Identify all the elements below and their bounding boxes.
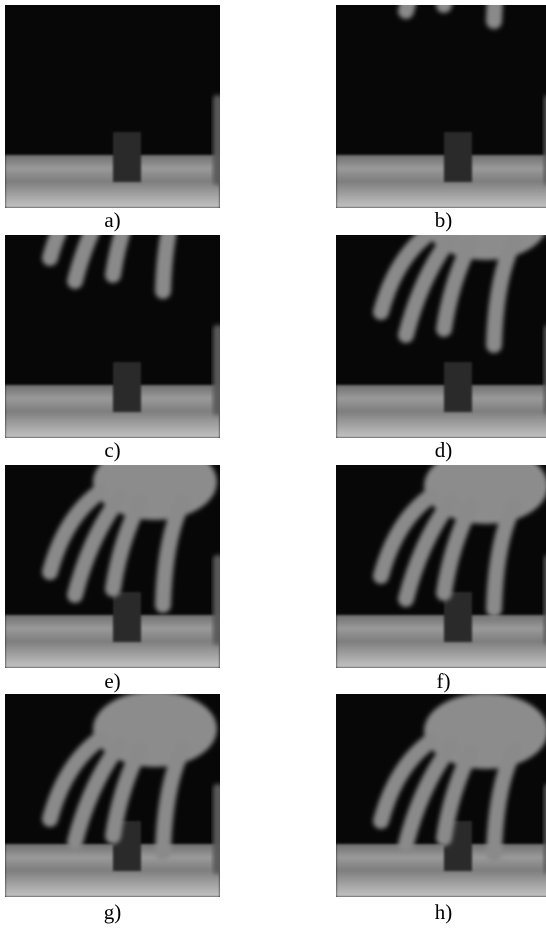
table-surface (336, 615, 546, 668)
photo-panel (5, 5, 220, 208)
finger (42, 484, 108, 580)
finger (398, 235, 459, 343)
block (113, 362, 141, 412)
hand (42, 465, 217, 613)
hand (373, 235, 545, 353)
finger (42, 731, 108, 827)
finger (105, 494, 148, 597)
finger (373, 235, 439, 320)
finger (67, 489, 128, 603)
side-post (213, 555, 220, 645)
photo-panel (336, 235, 546, 438)
finger (155, 235, 177, 299)
panel-label: g) (104, 900, 122, 924)
finger (486, 235, 522, 353)
finger (67, 736, 128, 850)
side-post (213, 95, 220, 185)
finger (436, 743, 479, 846)
table-surface (5, 615, 220, 668)
hand (373, 694, 546, 862)
finger (67, 235, 100, 289)
finger (486, 743, 522, 862)
table-surface (336, 844, 546, 897)
table-surface (336, 385, 546, 438)
finger (398, 738, 459, 852)
finger (486, 498, 522, 617)
block (113, 132, 141, 182)
table-surface (5, 155, 220, 208)
panel-label: f) (437, 669, 451, 693)
panel-label: d) (435, 438, 453, 462)
panel-label: a) (104, 208, 120, 232)
panel-label: h) (435, 900, 453, 924)
side-post (213, 784, 220, 874)
finger (105, 741, 148, 844)
block (444, 362, 472, 412)
finger (398, 493, 459, 607)
finger (105, 235, 131, 283)
photo-panel (336, 694, 546, 897)
photo-panel (5, 465, 220, 668)
photo-panel (5, 235, 220, 438)
finger (436, 235, 479, 337)
panel-label: e) (104, 669, 120, 693)
block (444, 592, 472, 642)
finger (42, 235, 67, 266)
finger (155, 494, 191, 613)
panel-label: c) (104, 438, 120, 462)
finger (155, 741, 191, 860)
finger (436, 498, 479, 601)
block (444, 132, 472, 182)
finger (373, 488, 439, 584)
photo-panel (336, 465, 546, 668)
block (113, 592, 141, 642)
finger (436, 5, 453, 13)
side-post (213, 325, 220, 415)
finger (373, 733, 439, 829)
table-surface (336, 155, 546, 208)
hand (398, 5, 503, 29)
table-surface (5, 844, 220, 897)
panel-label: b) (435, 208, 453, 232)
hand (373, 465, 546, 617)
table-surface (5, 385, 220, 438)
finger (486, 5, 503, 29)
hand (42, 694, 217, 860)
hand (42, 235, 177, 299)
photo-panel (336, 5, 546, 208)
photo-panel (5, 694, 220, 897)
